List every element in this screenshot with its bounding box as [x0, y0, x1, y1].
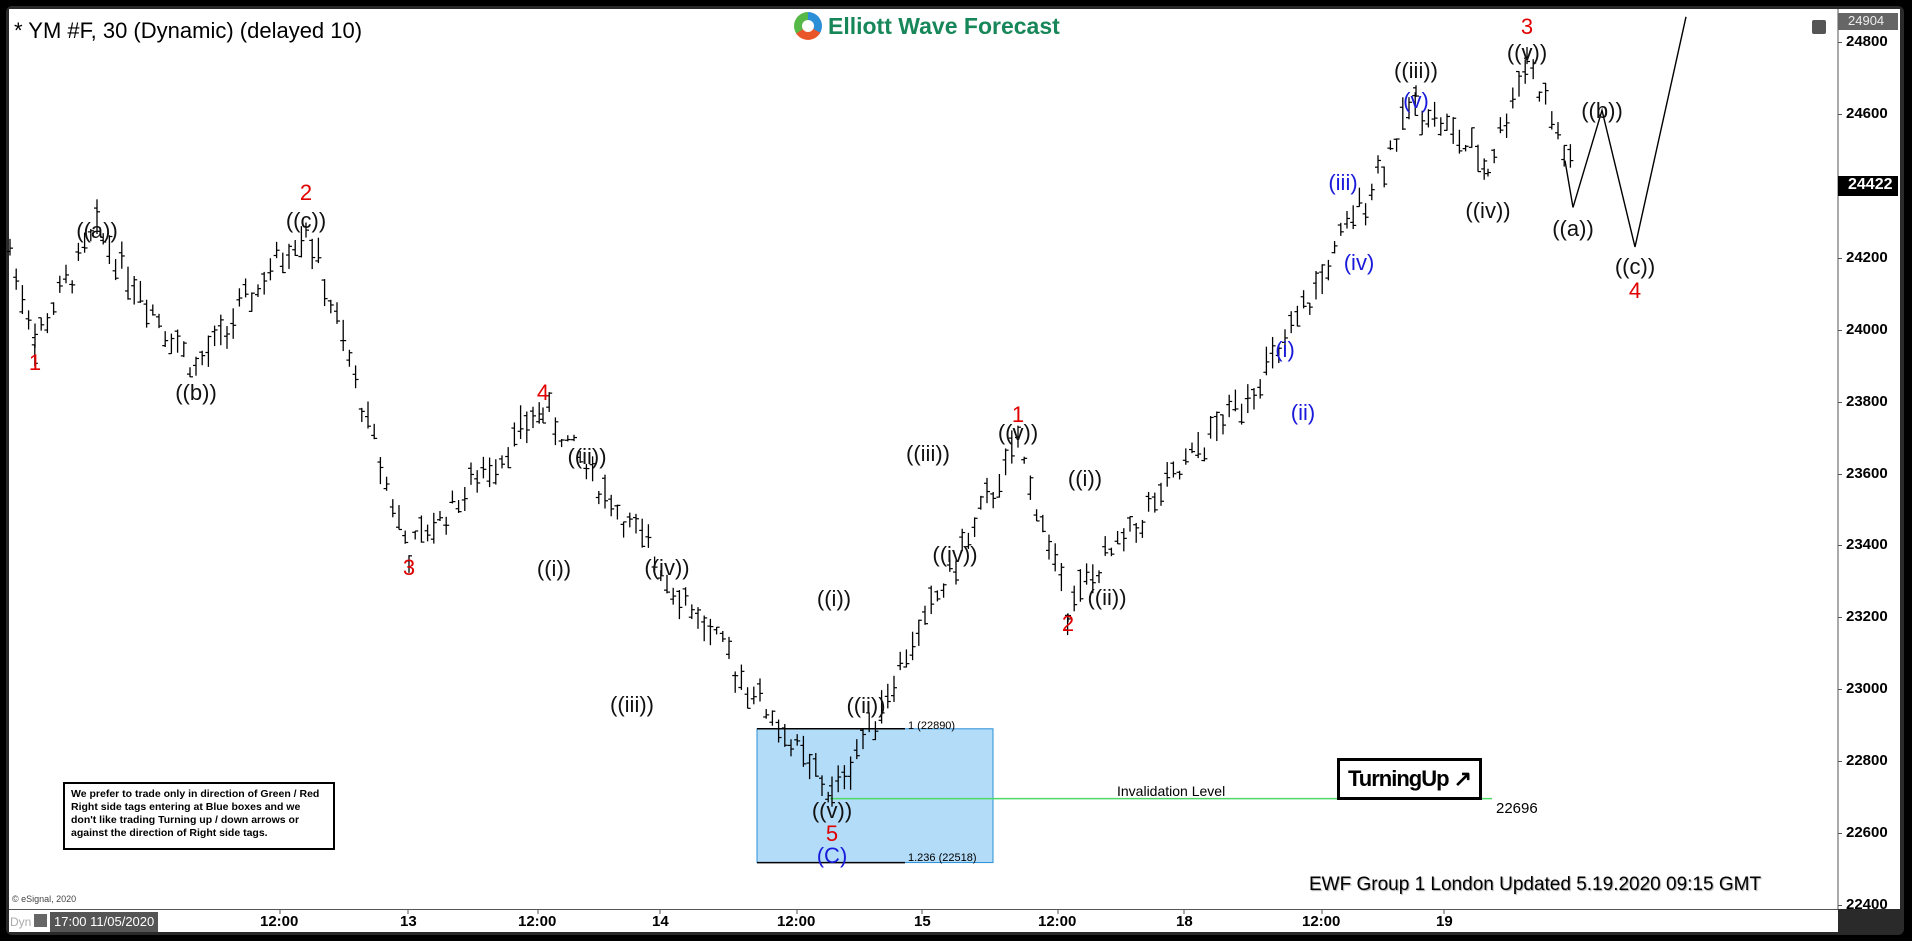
fib-lower-label: 1.236 (22518): [908, 852, 977, 864]
price-tick: 23400: [1838, 536, 1888, 554]
wave-label: ((c)): [1614, 254, 1656, 279]
last-price-tag: 24422: [1838, 176, 1898, 196]
price-tick: 22800: [1838, 752, 1888, 770]
wave-label: ((ii)): [1087, 585, 1127, 610]
fib-upper-label: 1 (22890): [908, 720, 956, 732]
wave-label: 3: [1520, 14, 1534, 39]
wave-label: ((v)): [997, 420, 1039, 445]
price-tick: 23000: [1838, 680, 1888, 698]
copyright-text: © eSignal, 2020: [12, 894, 77, 904]
time-tick: 14: [652, 913, 669, 930]
disclaimer-box: We prefer to trade only in direction of …: [63, 782, 335, 850]
wave-label: ((iii)): [1394, 58, 1438, 83]
wave-label: 4: [1628, 278, 1642, 303]
time-axis[interactable]: [9, 909, 1838, 932]
price-tick: 23600: [1838, 464, 1888, 482]
wave-label: ((ii)): [846, 693, 886, 718]
wave-label: ((i)): [536, 556, 572, 581]
wave-label: ((i)): [1067, 466, 1103, 491]
time-tick: 18: [1176, 913, 1193, 930]
restore-window-icon[interactable]: [1812, 20, 1826, 34]
price-tick: 22600: [1838, 824, 1888, 842]
price-tick: 23200: [1838, 608, 1888, 626]
wave-label: ((iii)): [610, 692, 654, 717]
wave-label: 4: [536, 380, 550, 405]
wave-label: ((v)): [811, 798, 853, 823]
high-price-tag: 24904: [1838, 13, 1898, 30]
wave-label: ((i)): [816, 586, 852, 611]
wave-label: (C): [816, 843, 848, 868]
wave-label: ((iv)): [644, 555, 690, 580]
lock-icon[interactable]: [34, 914, 47, 927]
price-tick: 24000: [1838, 320, 1888, 338]
dynamic-mode-label[interactable]: Dyn: [10, 915, 32, 929]
wave-label: (v): [1403, 88, 1429, 113]
wave-label: 1: [28, 350, 42, 375]
wave-label: (i): [1275, 337, 1295, 362]
wave-label: ((iii)): [906, 441, 950, 466]
wave-label: ((ii)): [567, 444, 607, 469]
invalidation-label: Invalidation Level: [1117, 783, 1226, 799]
update-timestamp: EWF Group 1 London Updated 5.19.2020 09:…: [1309, 874, 1762, 895]
wave-label: (ii): [1290, 400, 1316, 425]
price-tick: 24200: [1838, 248, 1888, 266]
turning-up-badge: TurningUp ↗: [1337, 758, 1483, 800]
time-tick: 13: [400, 913, 417, 930]
wave-label: ((b)): [1581, 98, 1623, 123]
price-tick: 24600: [1838, 104, 1888, 122]
wave-label: ((a)): [76, 218, 118, 243]
wave-label: 2: [299, 180, 313, 205]
price-axis[interactable]: [1838, 9, 1900, 909]
price-tick: 24800: [1838, 33, 1888, 50]
wave-label: 3: [402, 555, 416, 580]
time-tick: 15: [914, 913, 931, 930]
start-date-label: 17:00 11/05/2020: [50, 912, 159, 932]
wave-label: ((b)): [175, 380, 217, 405]
brand-name: Elliott Wave Forecast: [828, 12, 1060, 39]
wave-label: ((iv)): [1465, 198, 1511, 223]
wave-label: ((a)): [1552, 216, 1594, 241]
invalidation-value: 22696: [1496, 800, 1538, 817]
wave-label: ((v)): [1506, 40, 1548, 65]
price-tick: 23800: [1838, 392, 1888, 410]
chart-title: * YM #F, 30 (Dynamic) (delayed 10): [14, 18, 363, 43]
wave-label: 1: [1011, 402, 1025, 427]
wave-label: 2: [1061, 611, 1075, 636]
time-tick: 12:00: [260, 913, 299, 930]
time-tick: 12:00: [777, 913, 816, 930]
wave-label: 5: [825, 821, 839, 846]
time-tick: 12:00: [1302, 913, 1341, 930]
wave-label: (iv): [1343, 250, 1375, 275]
time-tick: 12:00: [518, 913, 557, 930]
wave-label: ((c)): [285, 208, 327, 233]
time-tick: 12:00: [1038, 913, 1077, 930]
ewf-logo-icon: [794, 12, 822, 40]
price-tick: 22400: [1838, 896, 1888, 913]
wave-label: (iii): [1328, 170, 1358, 195]
brand-logo: Elliott Wave Forecast: [790, 10, 1064, 42]
wave-label: ((iv)): [932, 542, 978, 567]
time-tick: 19: [1436, 913, 1453, 930]
